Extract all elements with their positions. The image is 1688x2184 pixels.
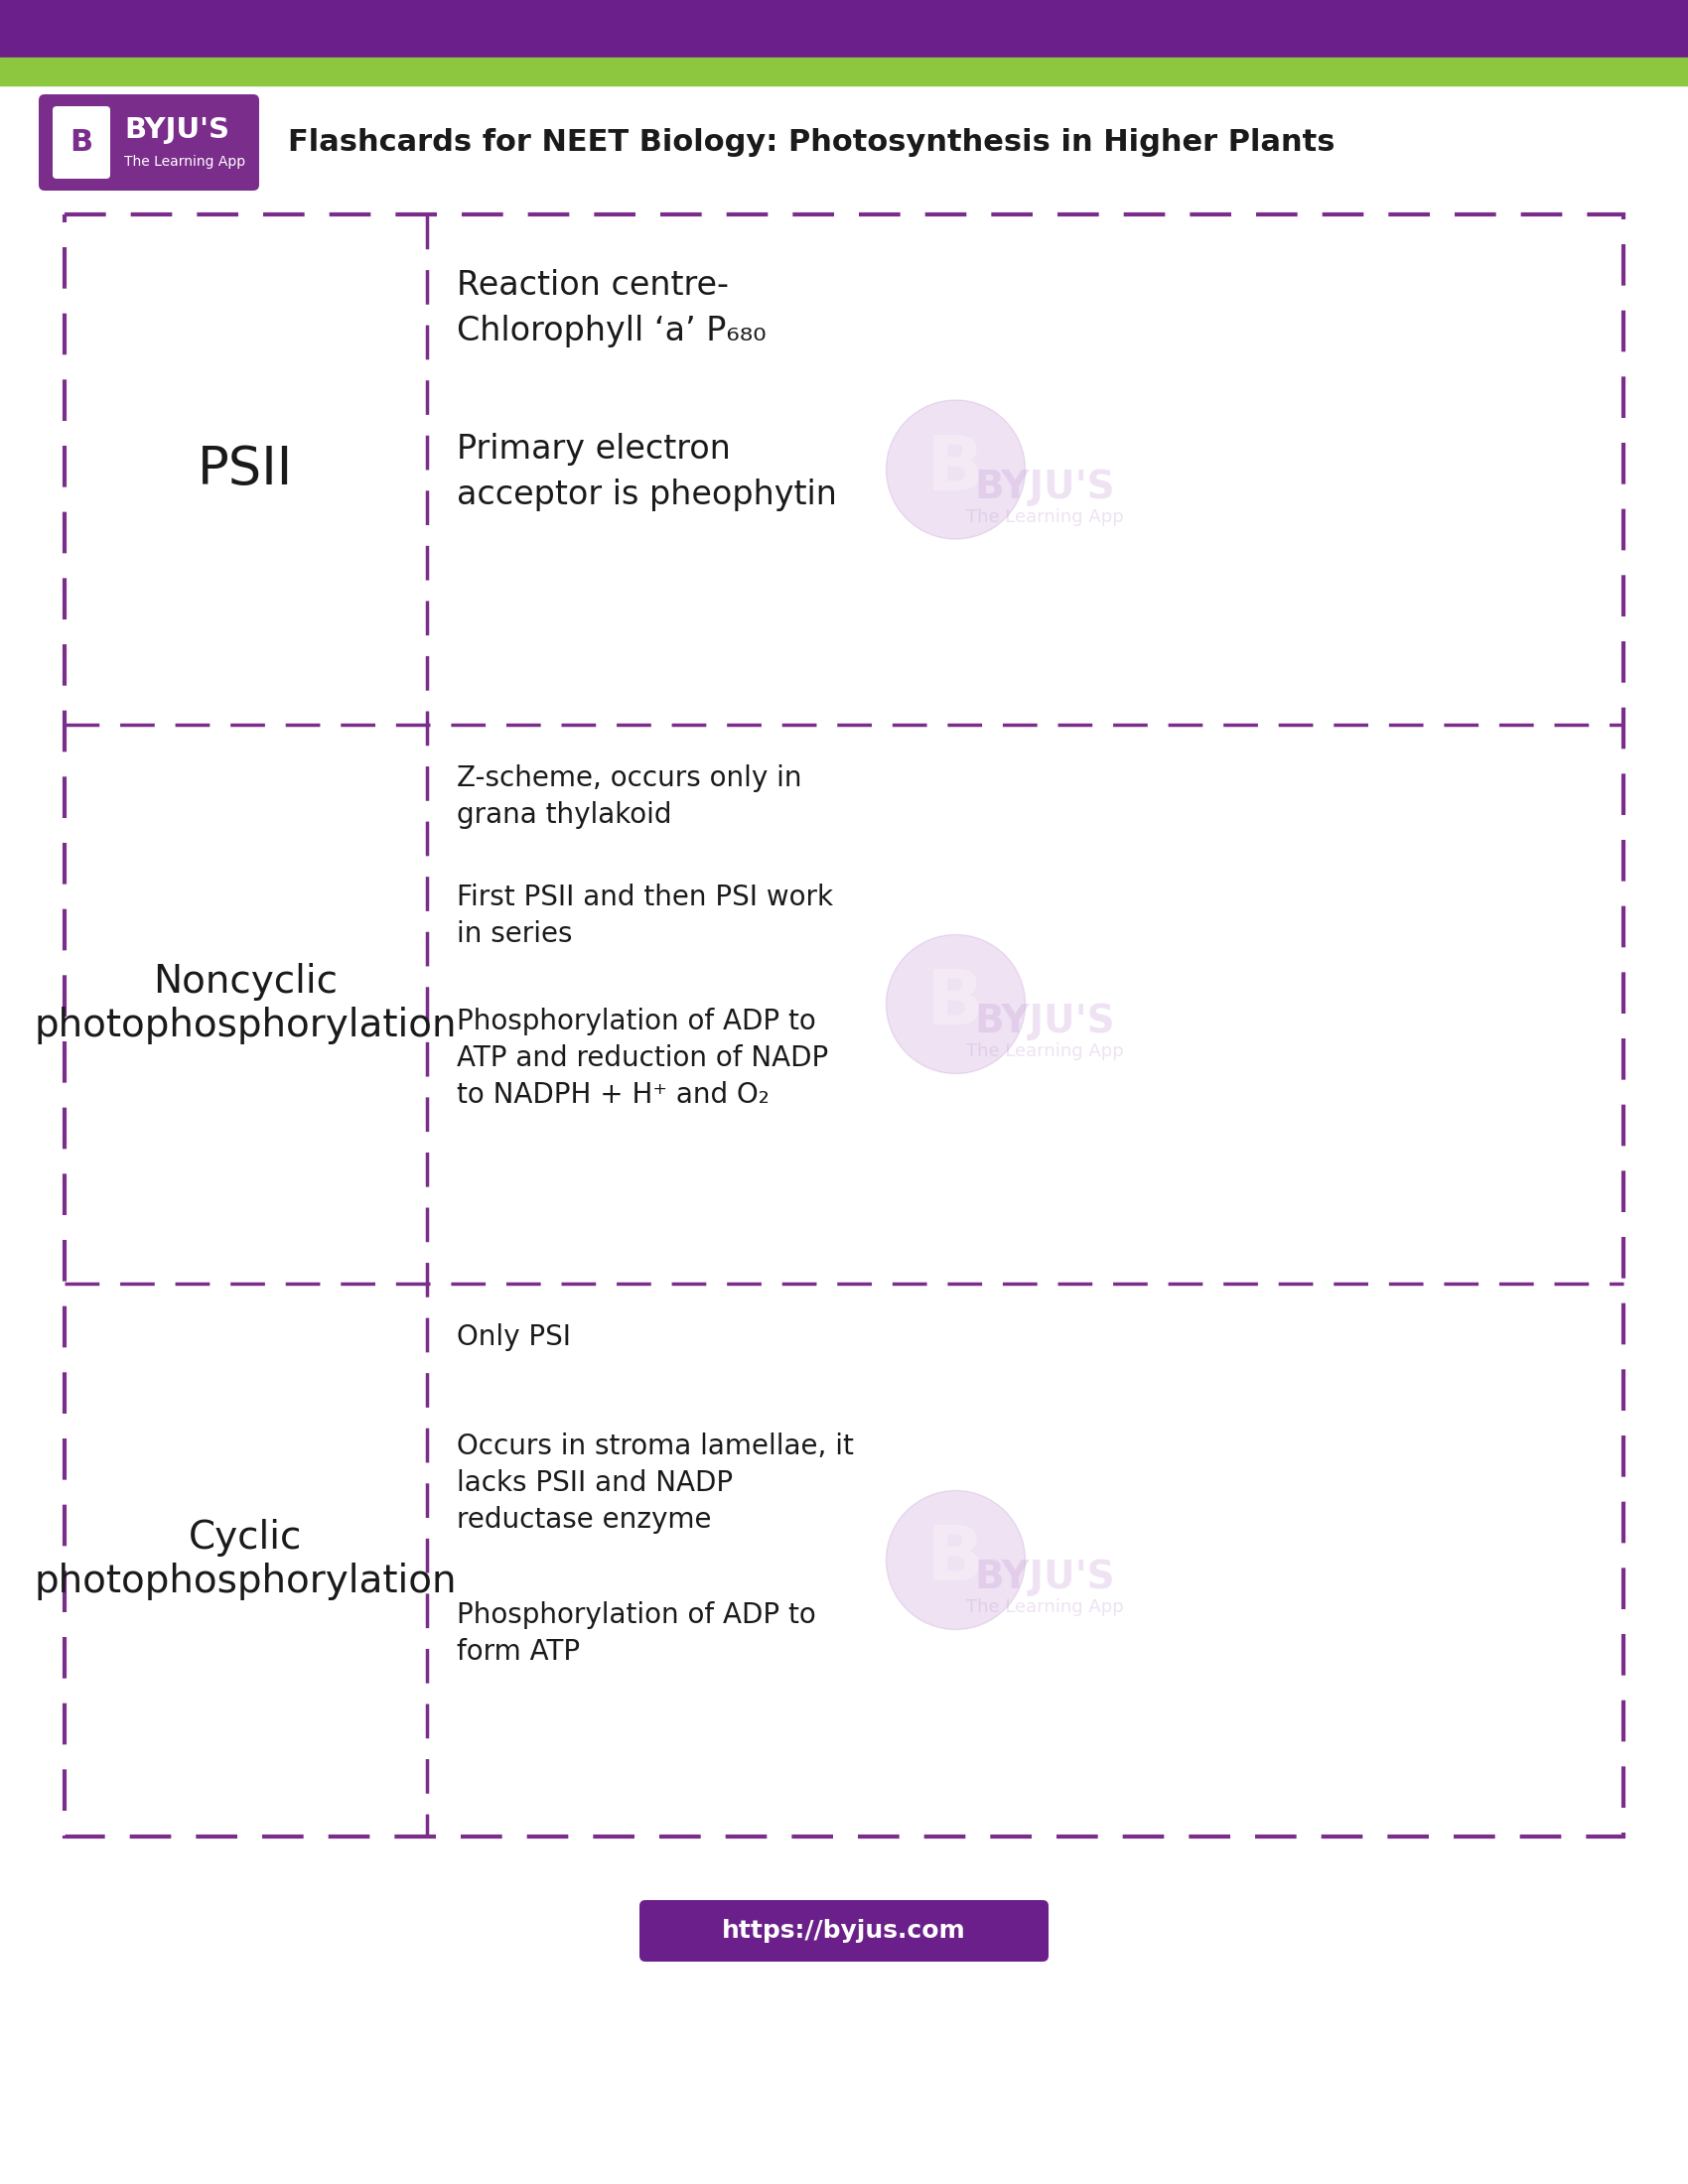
Text: Noncyclic
photophosphorylation: Noncyclic photophosphorylation <box>34 963 457 1044</box>
Circle shape <box>886 935 1025 1075</box>
FancyBboxPatch shape <box>52 107 110 179</box>
Text: B: B <box>927 432 984 507</box>
Text: The Learning App: The Learning App <box>966 1044 1124 1061</box>
Text: BYJU'S: BYJU'S <box>974 1002 1116 1042</box>
Text: BYJU'S: BYJU'S <box>974 470 1116 507</box>
Text: Only PSI: Only PSI <box>457 1324 571 1352</box>
Text: Occurs in stroma lamellae, it
lacks PSII and NADP
reductase enzyme: Occurs in stroma lamellae, it lacks PSII… <box>457 1433 854 1533</box>
Text: BYJU'S: BYJU'S <box>125 116 230 144</box>
Text: The Learning App: The Learning App <box>966 1599 1124 1616</box>
FancyBboxPatch shape <box>39 94 260 190</box>
Circle shape <box>886 400 1025 539</box>
Bar <box>0 0 1688 57</box>
Text: Cyclic
photophosphorylation: Cyclic photophosphorylation <box>34 1520 457 1601</box>
Text: Flashcards for NEET Biology: Photosynthesis in Higher Plants: Flashcards for NEET Biology: Photosynthe… <box>289 129 1335 157</box>
Text: First PSII and then PSI work
in series: First PSII and then PSI work in series <box>457 885 834 948</box>
Text: Reaction centre-
Chlorophyll ‘a’ P₆₈₀: Reaction centre- Chlorophyll ‘a’ P₆₈₀ <box>457 269 766 347</box>
Text: https://byjus.com: https://byjus.com <box>722 1920 966 1944</box>
Text: B: B <box>927 968 984 1042</box>
Text: Phosphorylation of ADP to
form ATP: Phosphorylation of ADP to form ATP <box>457 1601 815 1666</box>
Text: Primary electron
acceptor is pheophytin: Primary electron acceptor is pheophytin <box>457 432 837 511</box>
Text: BYJU'S: BYJU'S <box>974 1559 1116 1597</box>
Text: B: B <box>927 1524 984 1597</box>
Text: B: B <box>69 129 93 157</box>
FancyBboxPatch shape <box>640 1900 1048 1961</box>
Circle shape <box>886 1489 1025 1629</box>
Text: The Learning App: The Learning App <box>125 155 245 168</box>
Text: The Learning App: The Learning App <box>966 509 1124 526</box>
Bar <box>64 214 1624 1837</box>
Text: Phosphorylation of ADP to
ATP and reduction of NADP
to NADPH + H⁺ and O₂: Phosphorylation of ADP to ATP and reduct… <box>457 1007 829 1109</box>
Text: PSII: PSII <box>197 443 294 496</box>
Text: Z-scheme, occurs only in
grana thylakoid: Z-scheme, occurs only in grana thylakoid <box>457 764 802 828</box>
Bar <box>0 57 1688 85</box>
